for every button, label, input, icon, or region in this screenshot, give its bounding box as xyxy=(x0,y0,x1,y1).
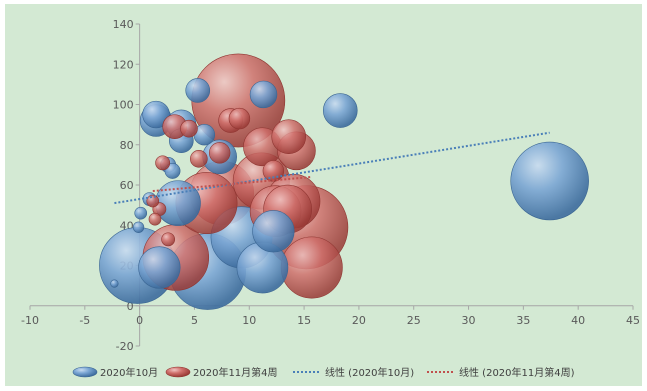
y-tick-label: 100 xyxy=(113,99,134,112)
bubble-nov-2020-week4 xyxy=(208,142,231,164)
legend-label: 线性 (2020年10月) xyxy=(325,366,414,379)
bubble-nov-2020-week4 xyxy=(148,212,162,226)
x-tick-label: 25 xyxy=(407,314,421,327)
y-tick-label: 80 xyxy=(120,139,134,152)
bubble-oct-2020 xyxy=(110,279,119,288)
y-tick-label: 60 xyxy=(120,179,134,192)
bubbles xyxy=(99,53,589,310)
x-tick-label: 0 xyxy=(136,314,143,327)
legend-label: 2020年10月 xyxy=(100,366,158,379)
trendline-oct-2020 xyxy=(114,131,550,205)
x-tick-label: 15 xyxy=(297,314,311,327)
bubble-nov-2020-week4 xyxy=(190,150,208,168)
x-tick-label: 35 xyxy=(516,314,530,327)
trendline-nov-2020-week4 xyxy=(152,175,312,193)
bubble-chart: -10-5051015202530354045-2002040608010012… xyxy=(21,18,640,379)
y-tick-label: 0 xyxy=(127,300,134,313)
x-tick-label: 10 xyxy=(242,314,256,327)
axes: -10-5051015202530354045-2002040608010012… xyxy=(21,18,640,353)
bubble-nov-2020-week4 xyxy=(280,236,343,299)
bubble-nov-2020-week4 xyxy=(180,119,198,138)
bubble-nov-2020-week4 xyxy=(146,194,160,208)
legend-label: 线性 (2020年11月第4周) xyxy=(459,366,575,379)
x-tick-label: 20 xyxy=(352,314,366,327)
bubble-oct-2020 xyxy=(132,221,145,233)
x-tick-label: -5 xyxy=(79,314,90,327)
legend-marker xyxy=(72,366,98,378)
bubble-oct-2020 xyxy=(252,210,295,253)
x-tick-label: 45 xyxy=(626,314,640,327)
bubble-oct-2020 xyxy=(142,100,170,129)
legend-label: 2020年11月第4周 xyxy=(193,366,278,379)
bubble-oct-2020 xyxy=(138,246,181,289)
bubble-nov-2020-week4 xyxy=(161,232,176,247)
x-tick-label: 30 xyxy=(462,314,476,327)
bubble-oct-2020 xyxy=(249,80,278,109)
bubble-oct-2020 xyxy=(322,93,358,128)
bubble-nov-2020-week4 xyxy=(271,119,307,154)
x-tick-label: 40 xyxy=(571,314,585,327)
bubble-nov-2020-week4 xyxy=(155,155,171,171)
bubble-oct-2020 xyxy=(134,206,148,220)
y-tick-label: -20 xyxy=(116,340,134,353)
bubble-oct-2020 xyxy=(510,141,589,221)
legend: 2020年10月 2020年11月第4周 线性 (2020年10月) 线性 (2020… xyxy=(72,366,575,379)
legend-marker xyxy=(165,366,191,378)
x-tick-label: 5 xyxy=(191,314,198,327)
bubble-oct-2020 xyxy=(185,78,211,103)
y-tick-label: 120 xyxy=(113,58,134,71)
y-tick-label: 140 xyxy=(113,18,134,31)
x-tick-label: -10 xyxy=(21,314,39,327)
trendlines xyxy=(114,131,550,205)
chart-area: -10-5051015202530354045-2002040608010012… xyxy=(5,4,642,386)
bubble-nov-2020-week4 xyxy=(228,107,251,130)
